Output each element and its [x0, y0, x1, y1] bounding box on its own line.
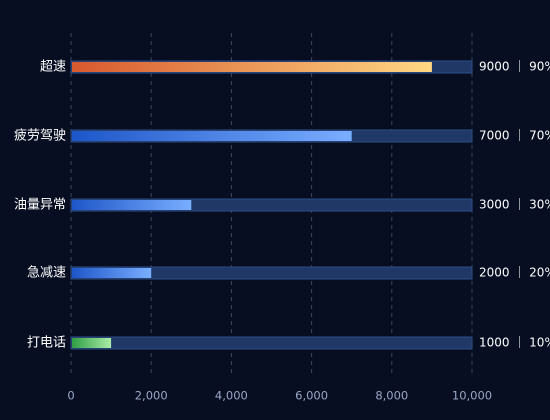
- x-tick-label: 10,000: [452, 389, 492, 403]
- category-label: 疲劳驾驶: [14, 128, 66, 144]
- value-label: 2000 ｜ 20%: [479, 266, 550, 280]
- category-label: 油量异常: [14, 198, 66, 213]
- x-tick-label: 6,000: [295, 389, 328, 403]
- bar-row: 疲劳驾驶 7000 ｜ 70%: [14, 128, 550, 144]
- bars-group: 超速 9000 ｜ 90% 疲劳驾驶 7000 ｜ 70% 油量异常 3000 ｜ 30%…: [14, 60, 550, 351]
- category-label: 急减速: [27, 266, 66, 281]
- bar-track: [70, 266, 473, 280]
- bar: [72, 62, 432, 72]
- bar-row: 油量异常 3000 ｜ 30%: [14, 198, 550, 213]
- x-tick-label: 0: [67, 389, 74, 403]
- value-label: 3000 ｜ 30%: [479, 198, 550, 212]
- category-label: 打电话: [27, 336, 66, 351]
- value-label: 7000 ｜ 70%: [479, 129, 550, 143]
- bar-row: 打电话 1000 ｜ 10%: [27, 336, 550, 351]
- x-tick-label: 8,000: [375, 389, 408, 403]
- category-label: 超速: [40, 60, 66, 75]
- value-label: 9000 ｜ 90%: [479, 60, 550, 74]
- bar: [72, 200, 192, 210]
- bar-row: 急减速 2000 ｜ 20%: [27, 266, 550, 281]
- bar-row: 超速 9000 ｜ 90%: [40, 60, 550, 75]
- bar: [72, 338, 112, 348]
- x-axis: 0 2,000 4,000 6,000 8,000 10,000: [67, 389, 492, 403]
- value-label: 1000 ｜ 10%: [479, 336, 550, 350]
- bar: [72, 131, 352, 141]
- x-tick-label: 2,000: [135, 389, 168, 403]
- bar-track: [70, 336, 473, 350]
- x-tick-label: 4,000: [215, 389, 248, 403]
- bar: [72, 268, 152, 278]
